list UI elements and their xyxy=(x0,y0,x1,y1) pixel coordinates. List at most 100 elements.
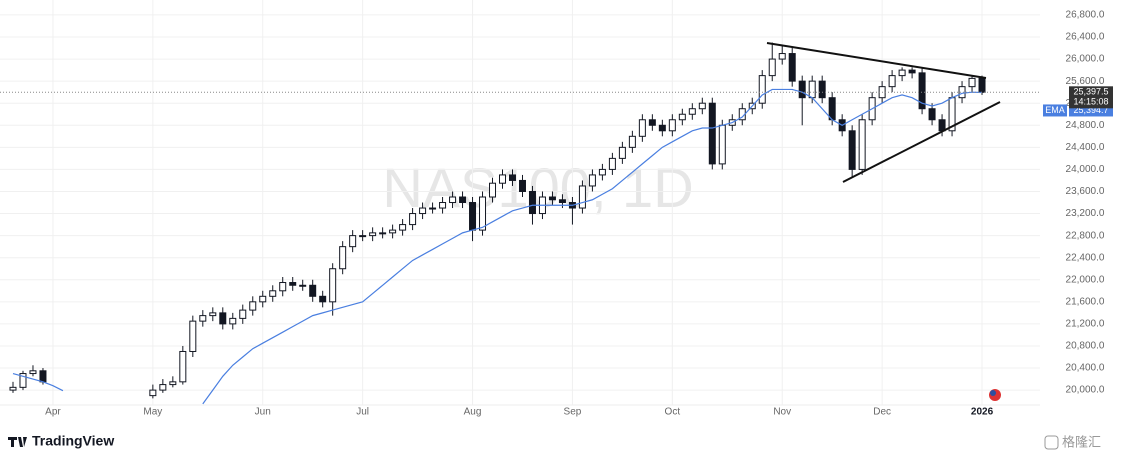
logo xyxy=(8,437,27,447)
y-tick-label: 22,400.0 xyxy=(1066,252,1105,263)
y-tick-label: 20,000.0 xyxy=(1066,385,1105,396)
legend-label: EMA xyxy=(1045,105,1065,115)
candle-body xyxy=(179,350,187,383)
y-tick-label: 20,400.0 xyxy=(1066,363,1105,374)
candle-body xyxy=(429,207,437,210)
candle-body xyxy=(558,199,566,204)
candle-body xyxy=(249,301,257,311)
candle-body xyxy=(628,135,636,148)
candle-body xyxy=(329,268,337,303)
candle-body xyxy=(279,282,287,292)
candle-body xyxy=(788,53,796,82)
candle-body xyxy=(219,312,227,325)
candle-body xyxy=(359,235,367,238)
candle-body xyxy=(459,196,467,204)
y-tick-label: 24,800.0 xyxy=(1066,120,1105,131)
candle-body xyxy=(768,58,776,77)
candle-body xyxy=(888,75,896,88)
candle-body xyxy=(818,80,826,99)
price-tag-label: 25,397.5 xyxy=(1073,87,1108,97)
candle-body xyxy=(658,124,666,132)
candle-body xyxy=(918,72,926,110)
candle-body xyxy=(399,224,407,231)
candle-body xyxy=(608,157,616,170)
candle-body xyxy=(319,295,327,303)
x-tick-label: Sep xyxy=(564,407,582,418)
candle-body xyxy=(379,232,387,235)
candle-body xyxy=(598,168,606,176)
candle-body xyxy=(648,119,656,126)
price-tag xyxy=(1069,86,1113,109)
candle-body xyxy=(299,284,307,287)
ema-tag-label: 25,394.7 xyxy=(1073,105,1108,115)
candle-body xyxy=(708,102,716,165)
y-tick-label: 23,600.0 xyxy=(1066,186,1105,197)
candle-body xyxy=(9,386,17,391)
y-tick-label: 20,800.0 xyxy=(1066,341,1105,352)
candle-body xyxy=(848,130,856,170)
candle-body xyxy=(938,119,946,132)
y-tick-label: 25,600.0 xyxy=(1066,76,1105,87)
candle-body xyxy=(479,196,487,231)
candle-body xyxy=(409,213,417,226)
candle-body xyxy=(19,373,27,388)
candle-body xyxy=(199,315,207,322)
x-tick-label: Nov xyxy=(773,407,791,418)
x-tick-label: Dec xyxy=(873,407,891,418)
candle-body xyxy=(808,80,816,99)
candle-body xyxy=(548,196,556,201)
candle-body xyxy=(798,80,806,99)
candle-body xyxy=(668,119,676,132)
y-tick-label: 22,800.0 xyxy=(1066,230,1105,241)
candle-body xyxy=(339,246,347,270)
candle-body xyxy=(898,69,906,77)
candle-body xyxy=(239,309,247,319)
y-tick-label: 26,400.0 xyxy=(1066,32,1105,43)
candle-body xyxy=(289,282,297,286)
candle-body xyxy=(149,389,157,397)
candle-body xyxy=(908,69,916,74)
candle-body xyxy=(518,179,526,192)
candle-body xyxy=(499,174,507,184)
candle-body xyxy=(778,53,786,60)
x-tick-label: Jun xyxy=(255,407,271,418)
candle-body xyxy=(369,232,377,237)
candle-body xyxy=(389,229,397,234)
candle-body xyxy=(958,86,966,99)
y-tick-label: 26,800.0 xyxy=(1066,10,1105,21)
x-tick-label: May xyxy=(143,407,162,418)
corner-icon xyxy=(1044,435,1059,450)
candle-body xyxy=(259,295,267,303)
candle-body xyxy=(858,119,866,170)
candle-body xyxy=(159,384,167,391)
watermark: NAS100, 1D xyxy=(382,156,693,219)
candle-body xyxy=(439,202,447,209)
candle-body xyxy=(209,312,217,317)
candle-body xyxy=(618,146,626,159)
candle-body xyxy=(588,174,596,187)
candle-body xyxy=(29,370,37,375)
x-tick-label: Oct xyxy=(665,407,681,418)
candle-body xyxy=(309,284,317,297)
trend-line xyxy=(842,101,1001,183)
candle-body xyxy=(229,317,237,325)
candle-body xyxy=(698,102,706,110)
ema-line xyxy=(12,88,983,405)
candle-body xyxy=(758,75,766,104)
brand: TradingView xyxy=(32,433,114,449)
y-tick-label: 24,000.0 xyxy=(1066,164,1105,175)
y-tick-label: 26,000.0 xyxy=(1066,54,1105,65)
corner-brand: 格隆汇 xyxy=(1062,434,1101,449)
candle-body xyxy=(978,77,986,93)
candle-body xyxy=(968,77,976,88)
candle-body xyxy=(349,235,357,248)
candle-body xyxy=(638,119,646,137)
candle-body xyxy=(169,381,177,386)
y-tick-label: 21,200.0 xyxy=(1066,319,1105,330)
candle-body xyxy=(528,190,536,215)
candle-body xyxy=(269,290,277,297)
countdown: 14:15:08 xyxy=(1073,97,1108,107)
x-tick-label: Jul xyxy=(356,407,369,418)
candle-body xyxy=(449,196,457,204)
